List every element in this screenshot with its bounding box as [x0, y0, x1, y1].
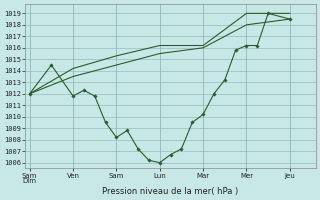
- X-axis label: Pression niveau de la mer( hPa ): Pression niveau de la mer( hPa ): [102, 187, 239, 196]
